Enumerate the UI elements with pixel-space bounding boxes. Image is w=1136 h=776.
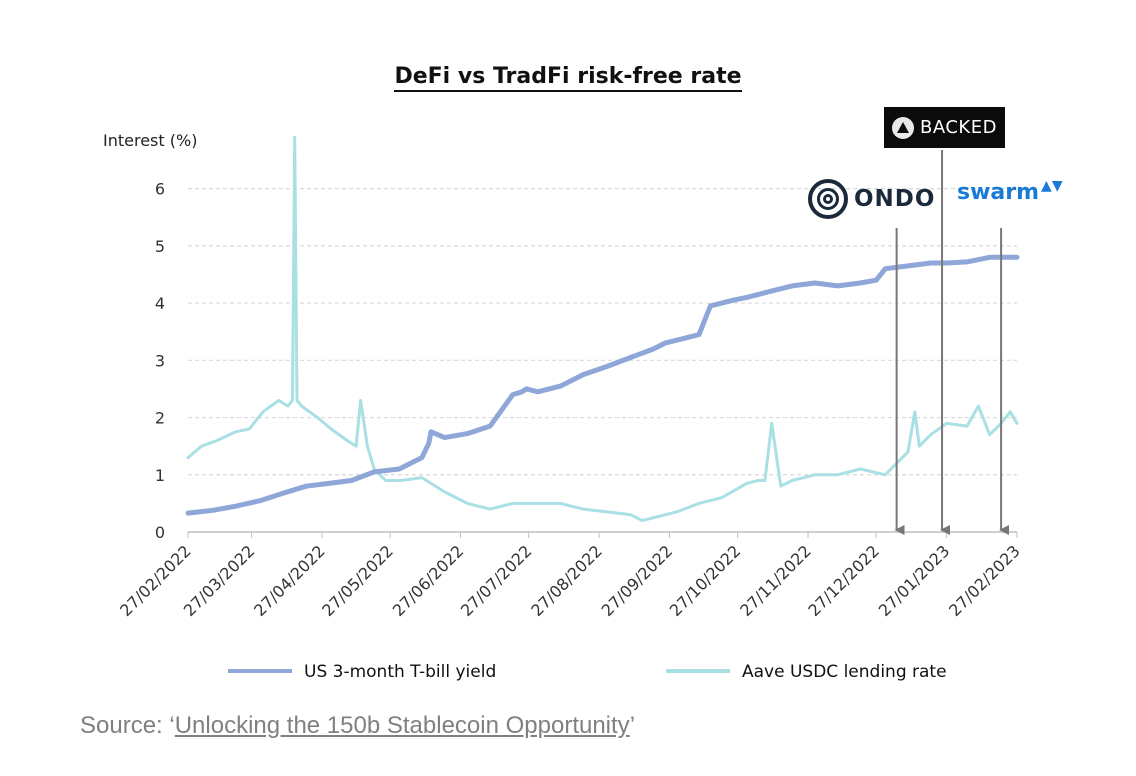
x-tick-label: 27/04/2022	[250, 541, 329, 620]
swarm-logo-text: swarm	[957, 180, 1040, 205]
y-tick-label: 5	[155, 237, 165, 256]
ondo-logo-icon	[808, 179, 848, 219]
backed-logo: BACKED	[884, 107, 1005, 148]
series-line	[186, 135, 1019, 523]
backed-logo-icon	[892, 116, 915, 139]
source-link[interactable]: Unlocking the 150b Stablecoin Opportunit…	[174, 712, 630, 739]
chart-title: DeFi vs TradFi risk-free rate	[0, 64, 1136, 92]
y-tick-label: 0	[155, 523, 165, 542]
x-tick-label: 27/06/2022	[389, 541, 468, 620]
x-tick-label: 27/05/2022	[318, 541, 397, 620]
source-caption: Source: ‘Unlocking the 150b Stablecoin O…	[80, 712, 635, 740]
y-tick-label: 6	[155, 180, 165, 199]
y-axis-label: Interest (%)	[103, 131, 198, 150]
x-tick-label: 27/08/2022	[527, 541, 606, 620]
chart-title-text: DeFi vs TradFi risk-free rate	[394, 64, 742, 92]
x-tick-label: 27/02/2023	[945, 541, 1024, 620]
ondo-logo-text: ONDO	[854, 186, 936, 212]
legend-label: Aave USDC lending rate	[742, 662, 947, 682]
x-tick-label: 27/11/2022	[736, 541, 815, 620]
source-prefix: Source: ‘	[80, 712, 175, 739]
swarm-logo-icon: ▲▼	[1041, 178, 1063, 194]
y-tick-label: 1	[155, 466, 165, 485]
x-tick-label: 27/12/2022	[804, 541, 883, 620]
swarm-logo: swarm ▲▼	[957, 178, 1063, 214]
backed-logo-text: BACKED	[920, 117, 997, 138]
series-line	[185, 254, 1020, 516]
y-tick-label: 3	[155, 351, 165, 370]
y-tick-label: 2	[155, 409, 165, 428]
x-tick-label: 27/07/2022	[457, 541, 536, 620]
x-tick-label: 27/01/2023	[875, 541, 954, 620]
source-suffix: ’	[629, 712, 636, 739]
y-tick-label: 4	[155, 294, 165, 313]
x-tick-label: 27/10/2022	[666, 541, 745, 620]
x-tick-label: 27/09/2022	[598, 541, 677, 620]
legend-label: US 3-month T-bill yield	[304, 662, 496, 682]
ondo-logo: ONDO	[808, 178, 935, 220]
